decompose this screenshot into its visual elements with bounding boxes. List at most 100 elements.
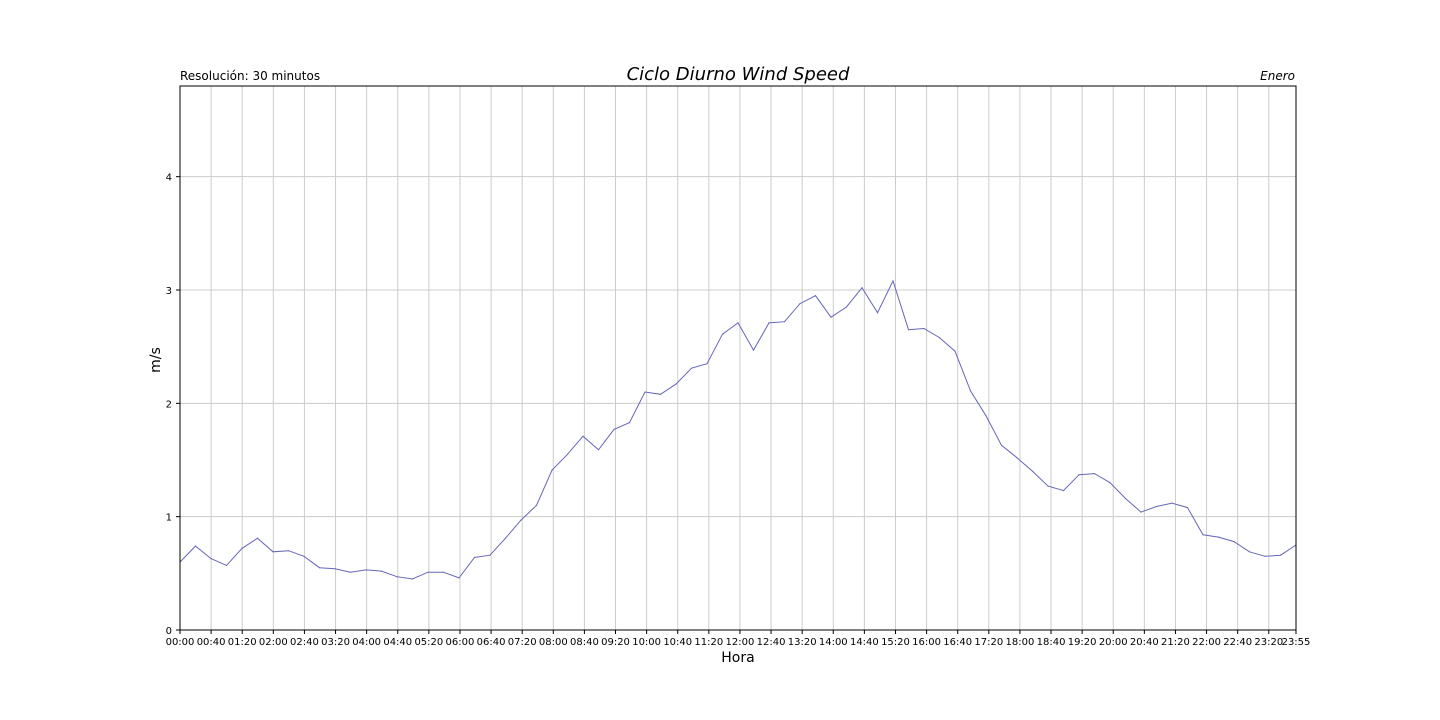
data-point (783, 321, 786, 323)
chart-title: Ciclo Diurno Wind Speed (627, 64, 850, 85)
x-tick-label: 06:40 (477, 637, 506, 648)
data-point (520, 519, 522, 521)
x-tick-label: 13:20 (788, 637, 817, 648)
y-tick-label: 0 (166, 626, 172, 637)
x-tick-label: 14:40 (850, 637, 879, 648)
y-tick-label: 4 (166, 173, 172, 184)
data-point (551, 469, 553, 471)
data-point (1264, 555, 1266, 557)
data-point (1155, 505, 1158, 508)
data-point (427, 571, 429, 573)
x-tick-label: 00:00 (166, 637, 195, 648)
data-point (442, 571, 445, 573)
data-point (1186, 507, 1189, 509)
x-tick-label: 20:00 (1099, 637, 1128, 648)
data-point (675, 383, 677, 385)
data-point (504, 537, 507, 539)
data-point (303, 555, 305, 557)
x-tick-label: 00:40 (197, 637, 226, 648)
data-point (752, 349, 755, 351)
data-point (1140, 511, 1142, 513)
x-tick-label: 06:00 (446, 637, 475, 648)
data-point (225, 564, 228, 567)
data-point (737, 322, 739, 324)
x-tick-label: 09:20 (601, 637, 630, 648)
data-point (256, 537, 259, 539)
data-point (1124, 497, 1127, 500)
data-point (582, 435, 584, 437)
x-tick-label: 02:40 (290, 637, 319, 648)
x-tick-label: 07:20 (508, 637, 537, 648)
y-axis-label: m/s (148, 347, 164, 373)
x-tick-label: 15:20 (881, 637, 910, 648)
data-point (954, 350, 956, 352)
data-point (1109, 482, 1111, 484)
data-point (845, 306, 848, 308)
data-point (628, 422, 631, 424)
data-point (799, 303, 801, 305)
data-point (1078, 474, 1080, 476)
data-point (969, 390, 972, 392)
data-point (690, 367, 693, 369)
data-point (938, 337, 941, 339)
data-point (473, 556, 476, 559)
x-tick-label: 08:40 (570, 637, 599, 648)
x-tick-label: 05:20 (414, 637, 443, 648)
x-tick-label: 19:20 (1068, 637, 1097, 648)
data-point (1093, 473, 1096, 475)
data-point (566, 453, 569, 455)
x-tick-label: 18:40 (1037, 637, 1066, 648)
wind-speed-line (179, 279, 1297, 580)
x-tick-label: 03:20 (321, 637, 350, 648)
y-tick-label: 3 (166, 286, 172, 297)
x-tick-label: 10:00 (632, 637, 661, 648)
data-point (830, 316, 832, 318)
data-point (1062, 490, 1065, 492)
data-point (768, 322, 770, 324)
data-point (1233, 541, 1235, 543)
data-point (241, 547, 243, 550)
data-point (1031, 470, 1034, 472)
y-axis-ticks: 0 1 2 3 4 (166, 173, 180, 637)
data-point (194, 545, 197, 547)
x-axis-label: Hora (721, 650, 754, 666)
data-point (1248, 551, 1251, 553)
x-tick-label: 23:55 (1282, 637, 1311, 648)
x-tick-label: 22:40 (1223, 637, 1252, 648)
data-point (380, 570, 383, 572)
data-point (814, 295, 817, 297)
data-point (318, 567, 321, 569)
x-tick-label: 16:40 (943, 637, 972, 648)
data-point (411, 578, 414, 580)
data-point (334, 568, 336, 570)
chart-subtitle: Resolución: 30 minutos (180, 69, 320, 83)
x-tick-label: 11:20 (694, 637, 723, 648)
data-point (210, 558, 212, 560)
data-point (644, 391, 646, 393)
data-point (1217, 536, 1220, 538)
x-tick-label: 02:00 (259, 637, 288, 648)
x-tick-label: 14:00 (819, 637, 848, 648)
y-tick-label: 1 (166, 513, 172, 524)
data-point (985, 415, 987, 417)
data-point (706, 363, 708, 365)
data-point (489, 554, 491, 556)
data-point (272, 551, 274, 553)
data-point (861, 287, 863, 289)
x-tick-label: 12:40 (757, 637, 786, 648)
x-tick-label: 12:00 (726, 637, 755, 648)
x-axis-ticks: 00:00 00:40 01:20 02:00 02:40 03:20 04:00 04:40… (166, 630, 1311, 648)
x-tick-label: 04:40 (383, 637, 412, 648)
data-point (1047, 485, 1049, 487)
series-layer (179, 279, 1297, 580)
data-point (396, 576, 398, 578)
x-tick-label: 23:20 (1254, 637, 1283, 648)
data-point (597, 449, 600, 451)
y-tick-label: 2 (166, 399, 172, 410)
x-tick-label: 18:00 (1006, 637, 1035, 648)
data-point (458, 577, 460, 579)
data-point (613, 428, 615, 430)
data-point (892, 280, 894, 282)
x-tick-label: 04:00 (352, 637, 381, 648)
